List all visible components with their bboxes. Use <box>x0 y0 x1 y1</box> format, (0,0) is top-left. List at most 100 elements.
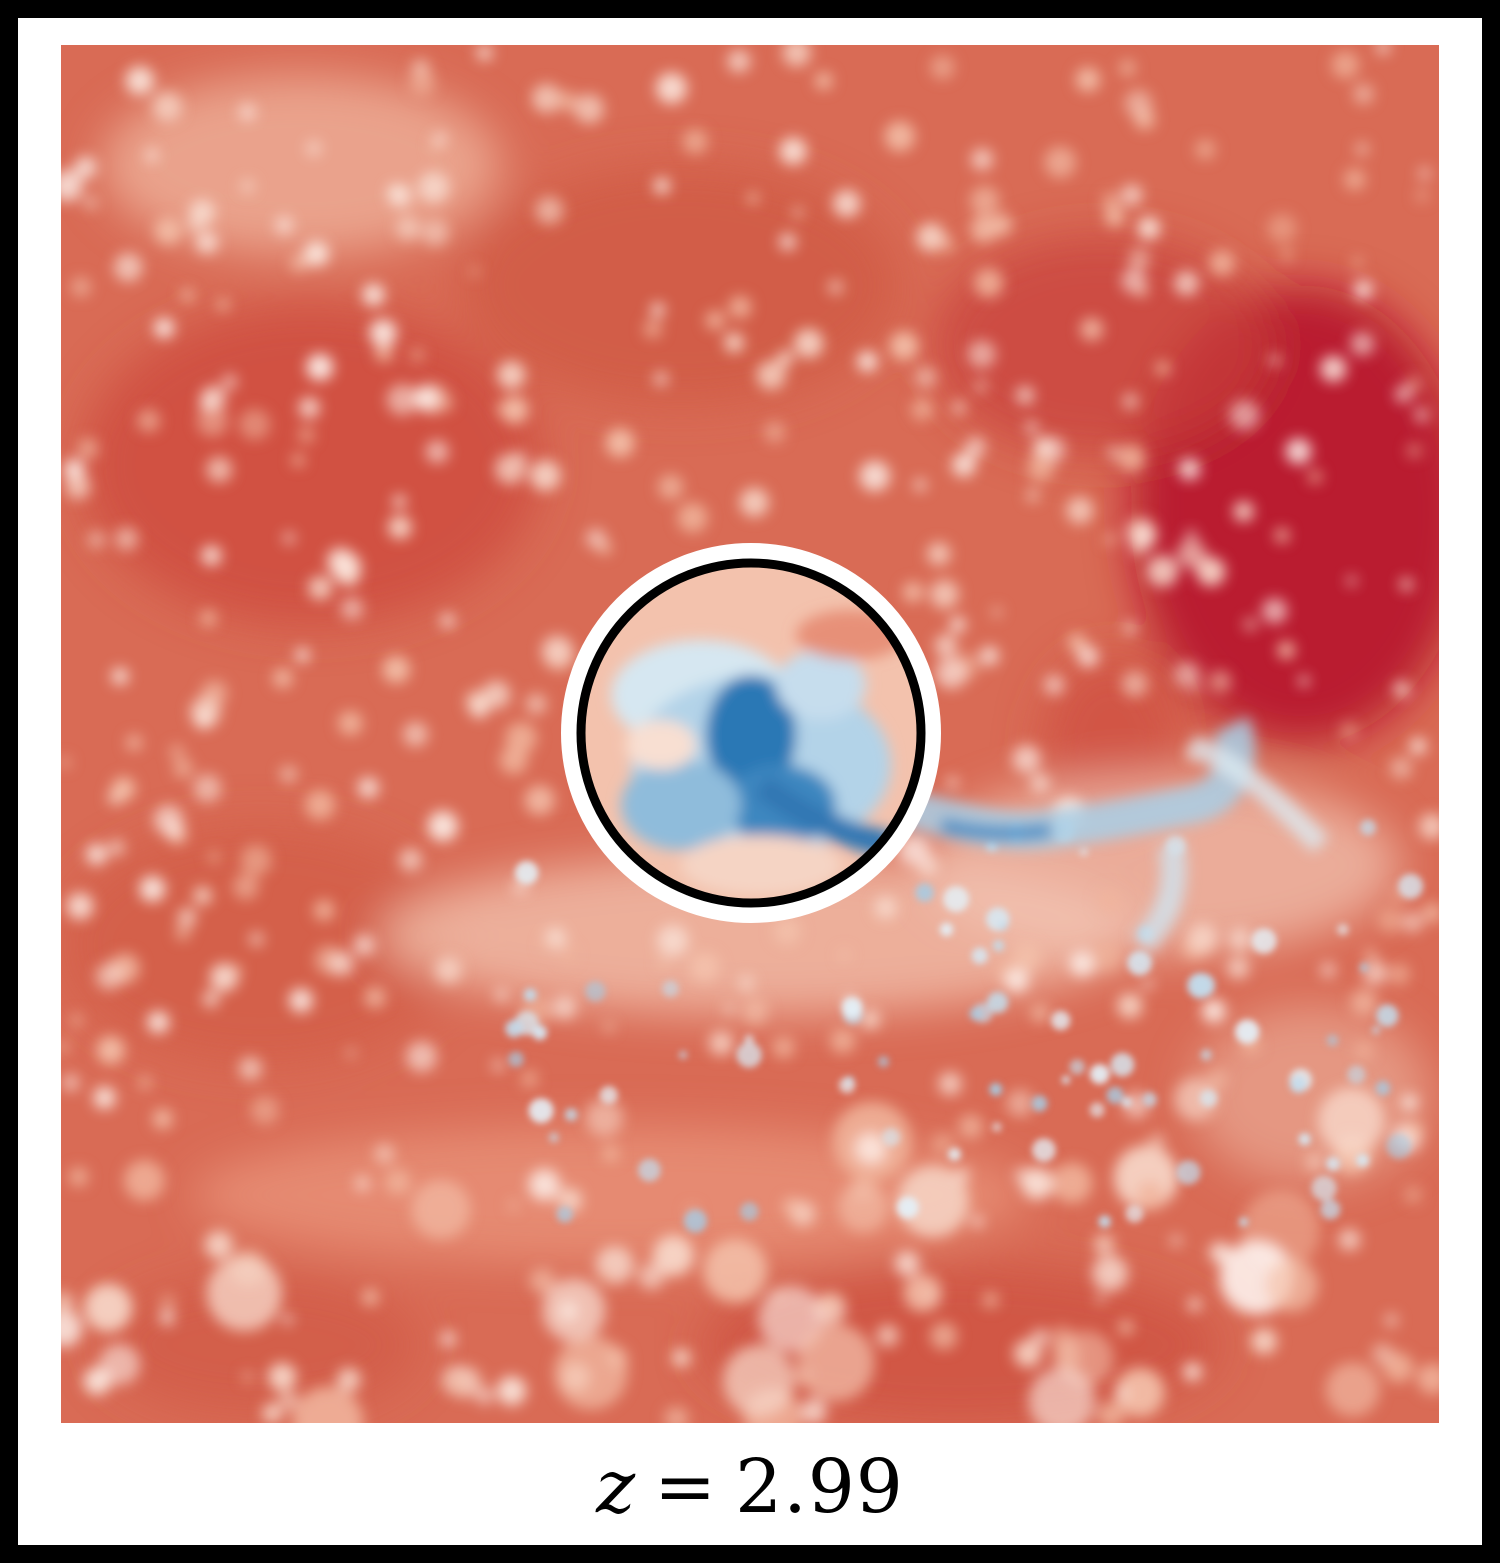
blue-speckle-dot <box>1356 1153 1370 1167</box>
speckle-dot <box>1401 1094 1418 1111</box>
speckle-dot <box>427 810 459 842</box>
speckle-dot <box>1119 60 1136 76</box>
speckle-dot <box>955 1167 970 1182</box>
speckle-dot <box>1027 454 1055 482</box>
speckle-dot <box>772 1036 795 1059</box>
speckle-dot <box>540 939 553 952</box>
speckle-dot <box>1355 142 1369 156</box>
speckle-dot <box>556 90 578 112</box>
speckle-dot <box>206 1255 283 1332</box>
blue-speckle-dot <box>1098 1215 1111 1228</box>
speckle-dot <box>982 1292 999 1308</box>
speckle-dot <box>585 1098 624 1137</box>
speckle-dot <box>278 1391 298 1410</box>
speckle-dot <box>288 988 314 1013</box>
speckle-dot <box>202 990 220 1008</box>
speckle-dot <box>689 952 720 983</box>
speckle-dot <box>1414 407 1430 423</box>
speckle-dot <box>1325 1362 1380 1417</box>
speckle-dot <box>1021 1167 1054 1200</box>
speckle-dot <box>1155 361 1170 376</box>
speckle-dot <box>970 186 1000 216</box>
speckle-dot <box>903 1274 942 1312</box>
speckle-dot <box>653 371 669 387</box>
speckle-dot <box>240 844 272 876</box>
speckle-dot <box>308 575 333 600</box>
speckle-dot <box>411 1179 471 1240</box>
speckle-dot <box>268 1362 297 1391</box>
speckle-dot <box>677 502 708 533</box>
speckle-dot <box>1385 1313 1398 1327</box>
redshift-caption: z = 2.99 <box>18 1428 1482 1545</box>
speckle-dot <box>728 295 752 319</box>
speckle-dot <box>1352 257 1363 268</box>
blue-speckle-dot <box>743 1034 755 1045</box>
speckle-dot <box>1320 962 1336 978</box>
speckle-dot <box>204 1230 233 1260</box>
blue-speckle-dot <box>505 1019 523 1038</box>
speckle-dot <box>173 758 193 779</box>
central-region <box>585 567 917 899</box>
speckle-dot <box>1343 168 1366 191</box>
speckle-dot <box>931 1132 955 1156</box>
speckle-dot <box>927 1290 939 1302</box>
speckle-dot <box>497 360 526 390</box>
speckle-dot <box>971 148 994 171</box>
speckle-dot <box>181 289 194 302</box>
speckle-dot <box>651 303 665 317</box>
speckle-dot <box>600 1270 614 1283</box>
blue-speckle-dot <box>1110 1052 1135 1077</box>
speckle-dot <box>1012 744 1041 774</box>
speckle-dot <box>1130 522 1157 549</box>
speckle-dot <box>559 946 576 963</box>
speckle-dot <box>152 91 183 122</box>
speckle-dot <box>393 495 406 508</box>
speckle-dot <box>66 892 94 920</box>
speckle-dot <box>1354 1041 1373 1060</box>
speckle-dot <box>1285 438 1312 465</box>
blue-speckle-dot <box>947 1147 962 1161</box>
speckle-dot <box>514 451 527 464</box>
speckle-dot <box>193 886 212 905</box>
speckle-dot <box>87 531 106 549</box>
speckle-dot <box>897 1165 970 1238</box>
speckle-dot <box>965 436 986 458</box>
speckle-dot <box>208 851 220 863</box>
speckle-dot <box>210 963 239 992</box>
speckle-dot <box>796 1323 875 1402</box>
speckle-dot <box>1376 45 1390 54</box>
speckle-dot <box>154 217 182 245</box>
speckle-dot <box>914 366 937 389</box>
speckle-dot <box>535 196 564 225</box>
speckle-dot <box>206 456 233 483</box>
speckle-dot <box>1251 1328 1277 1355</box>
speckle-dot <box>1075 67 1101 92</box>
field-map-svg <box>61 45 1439 1423</box>
speckle-dot <box>1080 317 1104 341</box>
speckle-dot <box>95 962 123 990</box>
speckle-dot <box>1394 681 1410 697</box>
speckle-dot <box>1104 533 1116 545</box>
speckle-dot <box>337 1367 361 1392</box>
speckle-dot <box>857 351 878 372</box>
speckle-dot <box>177 907 197 927</box>
speckle-dot <box>1389 757 1413 780</box>
caption-variable: z <box>596 1443 637 1530</box>
speckle-dot <box>364 986 386 1009</box>
blue-speckle-dot <box>532 1025 548 1041</box>
speckle-dot <box>111 777 136 801</box>
speckle-dot <box>1409 737 1427 755</box>
speckle-dot <box>295 648 310 662</box>
blue-speckle-dot <box>556 1206 573 1223</box>
speckle-dot <box>1097 1401 1125 1423</box>
speckle-dot <box>298 397 320 419</box>
speckle-dot <box>1402 912 1423 933</box>
speckle-dot <box>1122 393 1139 410</box>
blue-speckle-dot <box>1239 1217 1249 1227</box>
speckle-dot <box>652 1235 694 1276</box>
speckle-dot <box>605 428 635 458</box>
speckle-dot <box>1394 386 1412 403</box>
speckle-dot <box>1183 1362 1202 1382</box>
speckle-dot <box>524 785 555 816</box>
speckle-dot <box>1371 1343 1394 1365</box>
